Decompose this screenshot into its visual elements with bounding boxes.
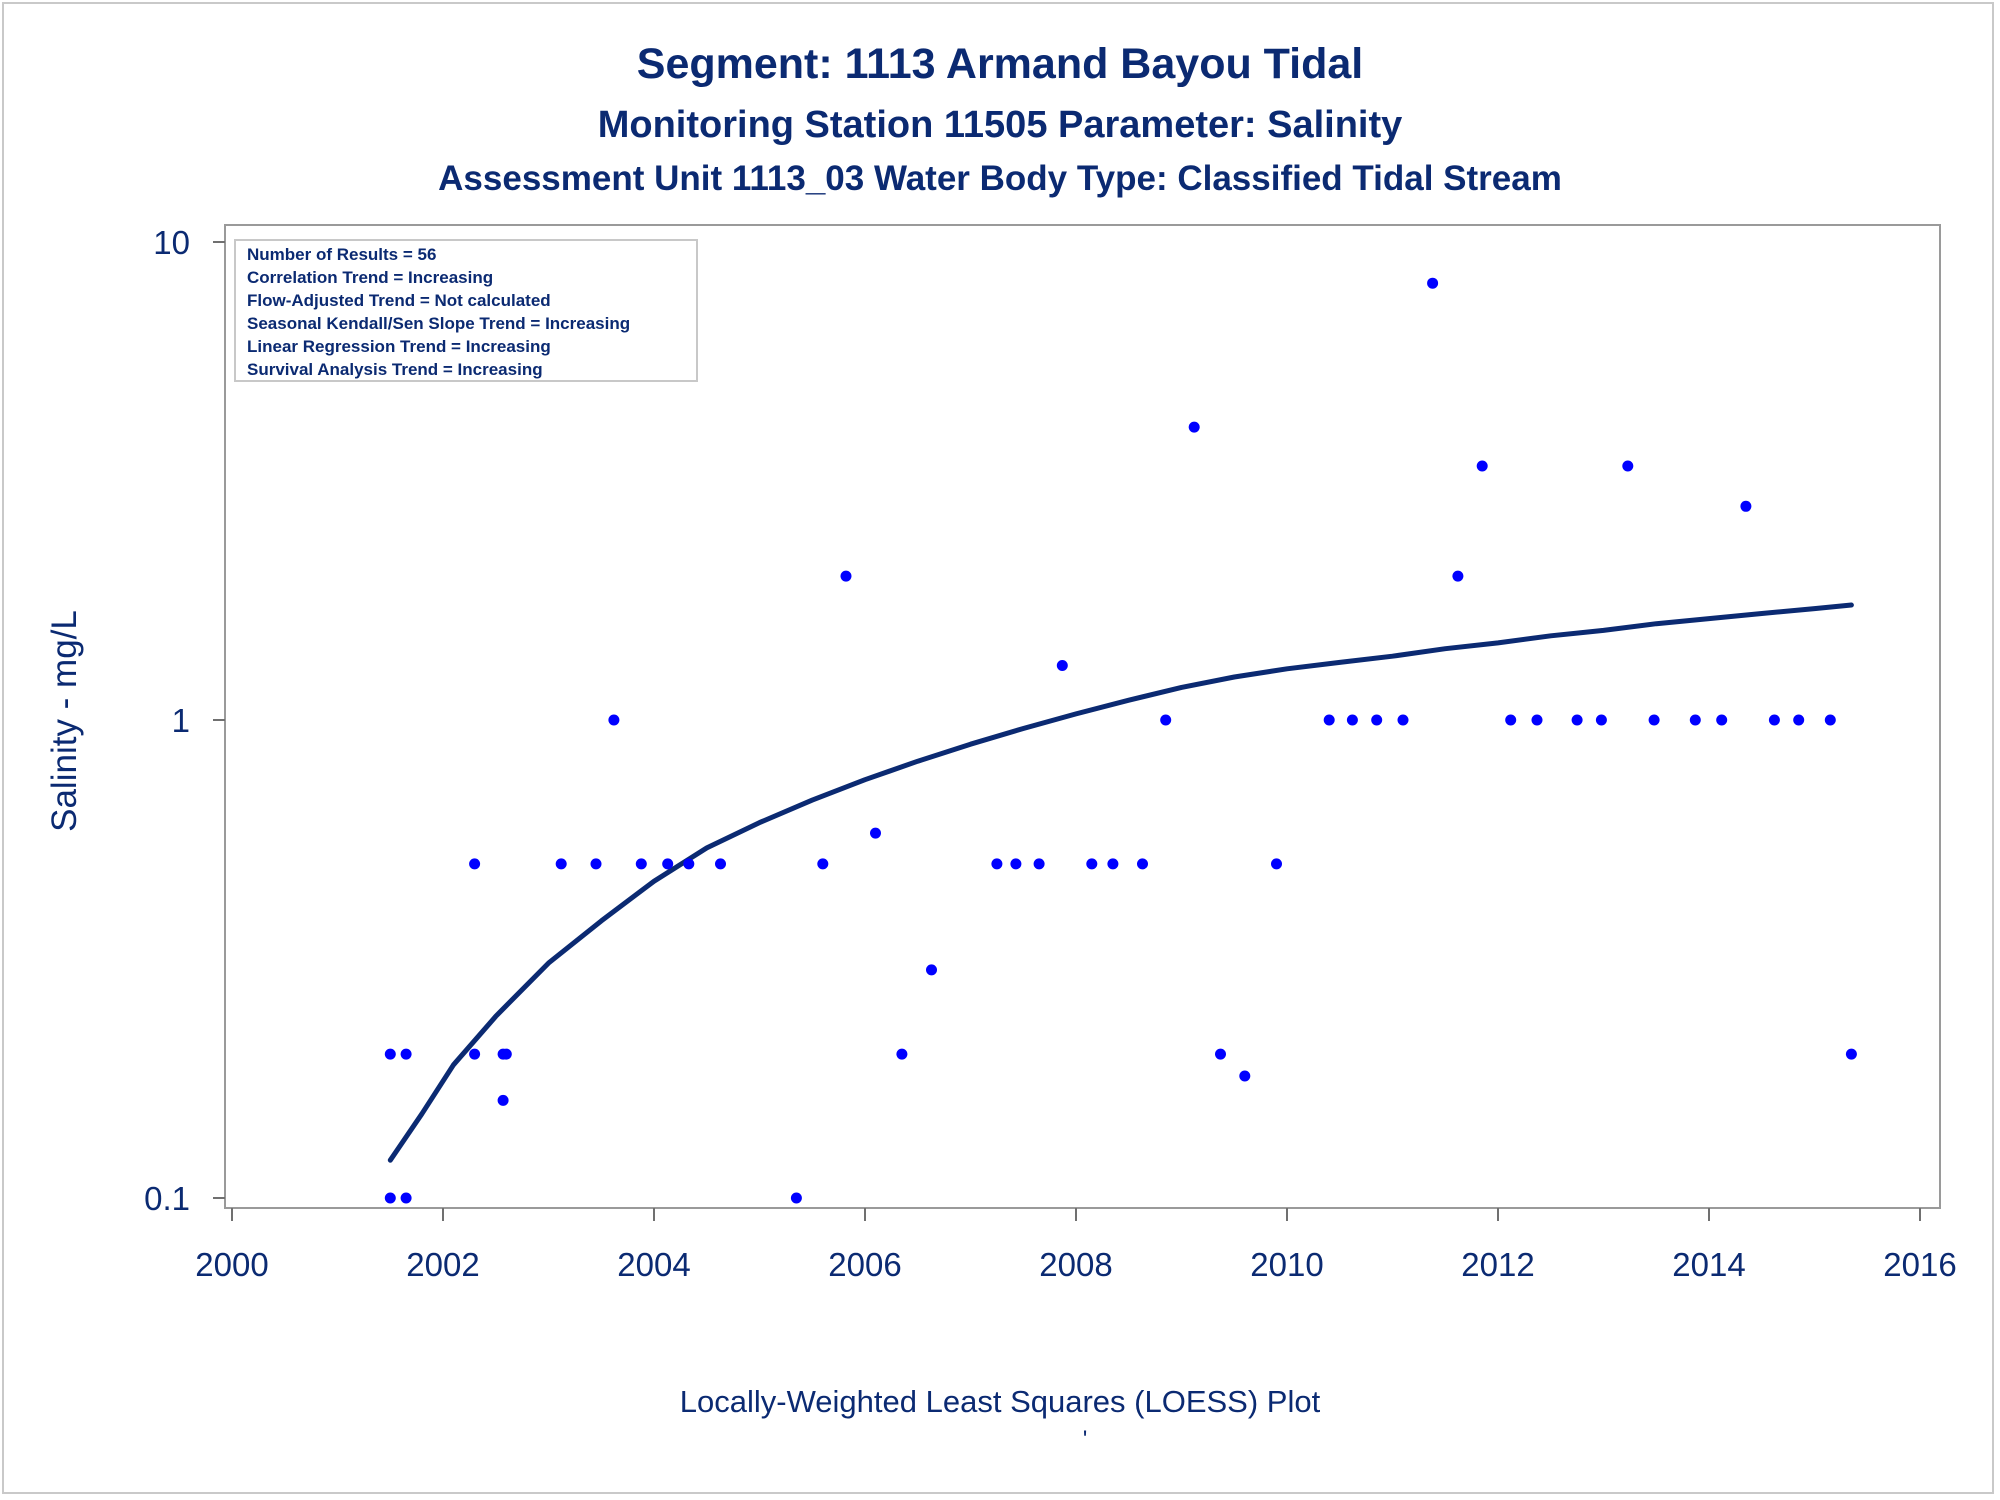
data-point [1793,714,1805,726]
data-point [500,1048,512,1060]
y-tick-label: 10 [153,224,190,261]
chart-subtitle-2: Assessment Unit 1113_03 Water Body Type:… [438,159,1562,198]
x-tick-label: 2008 [1039,1246,1112,1283]
data-point [683,858,695,870]
data-point [1239,1070,1251,1082]
chart-title: Segment: 1113 Armand Bayou Tidal [637,40,1363,88]
data-point [400,1048,412,1060]
y-axis: 0.1 1 10 [144,224,225,1217]
data-point [384,1048,396,1060]
x-axis-label: Locally-Weighted Least Squares (LOESS) P… [680,1384,1321,1419]
x-tick-label: 2014 [1672,1246,1745,1283]
stats-line: Number of Results = 56 [247,245,436,264]
data-point [1346,714,1358,726]
chart-subtitle-1: Monitoring Station 11505 Parameter: Sali… [598,104,1403,146]
footnote: ' [1083,1426,1088,1453]
data-point [991,858,1003,870]
data-point [926,964,937,976]
data-point [840,570,852,582]
data-point [1716,714,1728,726]
data-point [469,858,481,870]
data-point [1215,1048,1226,1060]
data-point [817,858,829,870]
series-layer [384,277,1857,1204]
data-point [896,1048,908,1060]
data-point [870,827,881,839]
data-point [1595,714,1607,726]
x-tick-label: 2012 [1461,1246,1534,1283]
data-point [1824,714,1836,726]
data-point [1086,858,1098,870]
data-point [1010,858,1022,870]
stats-line: Linear Regression Trend = Increasing [247,337,551,356]
x-tick-label: 2006 [828,1246,901,1283]
stats-line: Flow-Adjusted Trend = Not calculated [247,291,551,310]
data-point [1571,714,1583,726]
data-point [1689,714,1701,726]
data-point [497,1094,509,1106]
data-point [1740,500,1752,512]
stats-line: Survival Analysis Trend = Increasing [247,360,543,379]
data-point [1160,714,1172,726]
data-point [590,858,602,870]
data-point [790,1192,802,1204]
data-point [635,858,647,870]
data-point [1476,460,1488,472]
data-point [1323,714,1335,726]
x-tick-label: 2000 [195,1246,268,1283]
stats-box: Number of Results = 56 Correlation Trend… [234,239,698,382]
data-point [1056,660,1068,671]
data-point [1371,714,1383,726]
data-point [1768,714,1780,726]
data-point [1531,714,1543,726]
data-point [469,1048,481,1060]
x-axis: 2000 2002 2004 2006 2008 2010 2012 2014 2016 [195,1207,1957,1283]
data-point [1107,858,1119,870]
y-axis-label: Salinity - mg/L [45,610,84,832]
data-point [1033,858,1045,870]
data-point [1188,421,1200,433]
stats-line: Seasonal Kendall/Sen Slope Trend = Incre… [247,314,630,333]
y-tick-label: 1 [172,702,190,739]
data-point [662,858,674,870]
data-point [1137,858,1148,870]
data-point [555,858,567,870]
data-point [1397,714,1409,726]
stats-line: Correlation Trend = Increasing [247,268,493,287]
data-point [1427,277,1439,289]
data-point [608,714,620,726]
x-tick-label: 2004 [617,1246,690,1283]
data-point [384,1192,396,1204]
data-point [1845,1048,1857,1060]
data-point [400,1192,412,1204]
stats-box-frame [234,239,698,382]
data-point [1452,570,1464,582]
data-point [1505,714,1517,726]
y-tick-label: 0.1 [144,1180,190,1217]
data-point [1648,714,1660,726]
data-point [1271,858,1282,870]
loess-curve [387,602,1854,1163]
x-tick-label: 2002 [406,1246,479,1283]
x-tick-label: 2010 [1250,1246,1323,1283]
x-tick-label: 2016 [1883,1246,1956,1283]
data-point [715,858,726,870]
data-point [1622,460,1634,472]
